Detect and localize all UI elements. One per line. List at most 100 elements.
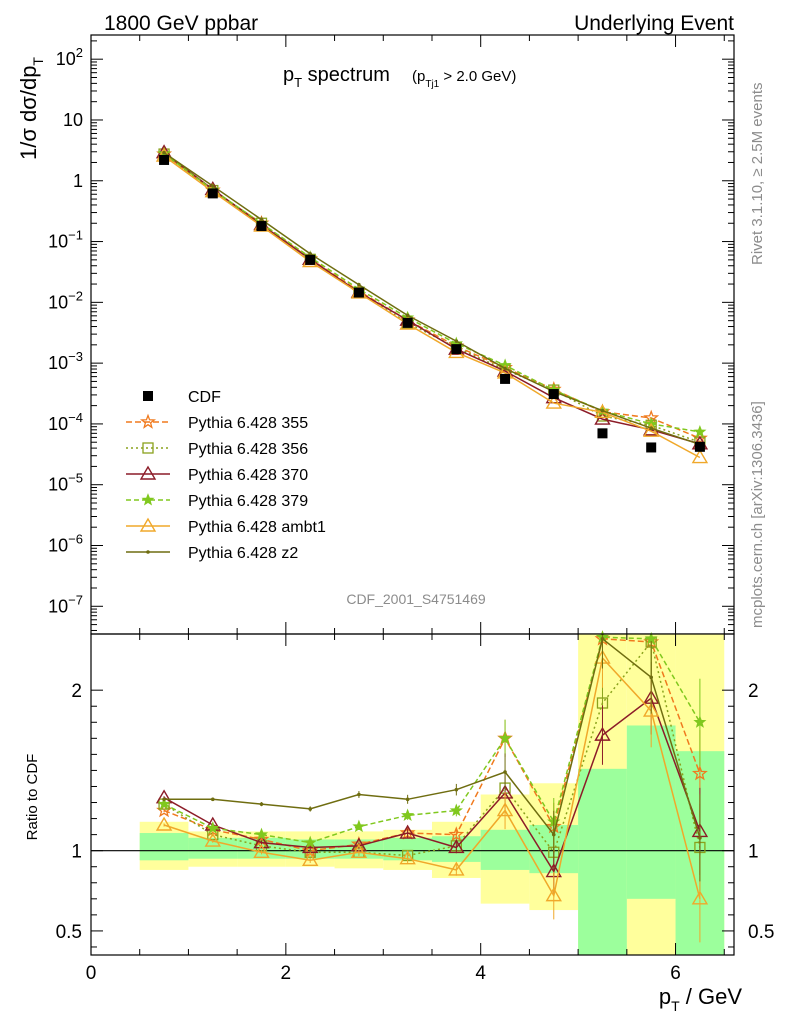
ratio-point-ambt1-4 xyxy=(350,843,368,858)
point-z2-4 xyxy=(357,282,361,287)
analysis-label: CDF_2001_S4751469 xyxy=(346,591,486,607)
ratio-point-z2-2 xyxy=(259,802,264,806)
ratio-frame xyxy=(90,633,735,956)
ratio-point-p370-9 xyxy=(594,726,611,741)
ratio-y-tick-label-right: 2 xyxy=(748,681,759,702)
y-tick-label: 10 xyxy=(63,110,83,130)
legend: CDF Pythia 6.428 355 Pythia 6.428 356 Pythi… xyxy=(126,389,326,562)
point-cdf-2 xyxy=(256,221,267,232)
ratio-point-z2-3 xyxy=(308,807,313,811)
ratio-point-z2-11 xyxy=(698,836,702,840)
point-cdf-4 xyxy=(353,287,364,298)
point-cdf-8 xyxy=(548,389,559,400)
series-line-p355 xyxy=(163,153,701,439)
point-z2-7 xyxy=(503,366,507,371)
ratio-point-p379-5 xyxy=(401,808,415,821)
x-tick-label: 4 xyxy=(475,963,486,984)
legend-label-p355: Pythia 6.428 355 xyxy=(188,415,308,432)
ratio-uncertainty-bands xyxy=(139,634,725,955)
point-ambt1-11 xyxy=(691,449,709,464)
legend-label-p370: Pythia 6.428 370 xyxy=(188,467,308,484)
ratio-plot: 0.5 0.5 1 1 2 2 0 2 4 6 xyxy=(56,630,774,984)
legend-item-p356: Pythia 6.428 356 xyxy=(126,441,308,458)
point-cdf-5 xyxy=(402,317,413,328)
ratio-point-z2-9 xyxy=(600,637,605,641)
ratio-point-p370-6 xyxy=(448,839,465,854)
ratio-y-axis-label: Ratio to CDF xyxy=(24,754,41,841)
series-p370 xyxy=(155,144,709,450)
ratio-series-z2 xyxy=(162,634,702,882)
series-line-p370 xyxy=(163,152,701,445)
point-z2-10 xyxy=(649,426,653,431)
main-plot-cut-label: (pTj1 > 2.0 GeV) xyxy=(412,68,516,90)
point-cdf-0 xyxy=(159,154,170,165)
ratio-point-z2-4 xyxy=(357,792,361,797)
ratio-point-p379-4 xyxy=(352,819,366,833)
ratio-point-ambt1-5 xyxy=(399,850,416,865)
series-p379 xyxy=(157,146,707,438)
ratio-point-p370-2 xyxy=(253,834,270,849)
legend-label-p379: Pythia 6.428 379 xyxy=(188,493,308,510)
ratio-line-p370 xyxy=(163,696,701,874)
y-tick-label: 10−2 xyxy=(48,288,83,312)
main-y-axis: 10−7 10−6 10−5 10−4 10−3 10−2 10−1 1 10 102 xyxy=(48,35,734,634)
legend-item-p355: Pythia 6.428 355 xyxy=(126,413,308,432)
legend-marker-p355 xyxy=(140,413,156,429)
band-inner-10 xyxy=(626,725,676,899)
ratio-point-ambt1-1 xyxy=(204,832,221,847)
point-cdf-9 xyxy=(597,428,608,439)
point-z2-3 xyxy=(308,251,313,256)
point-ambt1-8 xyxy=(545,394,562,409)
band-inner-7 xyxy=(480,829,530,870)
legend-item-p370: Pythia 6.428 370 xyxy=(126,465,308,484)
ratio-point-p379-7 xyxy=(498,731,512,745)
point-p355-11 xyxy=(691,429,708,446)
ratio-point-p355-1 xyxy=(204,821,221,837)
ratio-point-z2-5 xyxy=(405,797,410,802)
ratio-y-tick-label: 0.5 xyxy=(56,922,82,943)
ratio-y-tick-label: 1 xyxy=(71,842,82,863)
x-tick-label: 6 xyxy=(670,963,681,984)
ratio-y-tick-label-right: 1 xyxy=(748,842,759,863)
ratio-point-ambt1-7 xyxy=(496,802,514,817)
legend-label-z2: Pythia 6.428 z2 xyxy=(188,545,298,562)
ratio-line-ambt1 xyxy=(163,656,701,899)
series-line-p356 xyxy=(163,153,701,443)
series-cdf xyxy=(159,154,705,453)
x-tick-label: 2 xyxy=(281,963,292,984)
y-tick-label: 102 xyxy=(56,45,83,69)
ratio-point-z2-8 xyxy=(551,832,556,837)
legend-label-ambt1: Pythia 6.428 ambt1 xyxy=(188,519,326,536)
point-z2-9 xyxy=(600,408,605,413)
point-ambt1-10 xyxy=(642,422,660,437)
ratio-point-p379-0 xyxy=(157,797,171,810)
y-tick-label: 10−4 xyxy=(48,410,83,434)
main-plot: 10−7 10−6 10−5 10−4 10−3 10−2 10−1 1 10 102 xyxy=(48,34,735,635)
y-tick-label: 10−1 xyxy=(48,228,83,252)
point-p379-11 xyxy=(693,425,707,438)
legend-marker-p356 xyxy=(142,442,154,454)
y-tick-label: 10−3 xyxy=(48,349,83,373)
point-cdf-1 xyxy=(207,188,218,199)
point-z2-6 xyxy=(454,339,459,343)
point-cdf-11 xyxy=(694,441,705,452)
ratio-point-p370-5 xyxy=(399,824,416,839)
ratio-point-p379-1 xyxy=(206,821,220,834)
legend-label-cdf: CDF xyxy=(188,389,221,406)
legend-marker-z2 xyxy=(146,550,150,554)
series-p355 xyxy=(156,145,708,446)
ratio-point-z2-6 xyxy=(454,787,459,792)
ratio-point-ambt1-3 xyxy=(301,851,319,867)
legend-marker-p370 xyxy=(139,465,157,480)
point-cdf-10 xyxy=(646,442,657,453)
main-y-axis-label: 1/σ dσ/dpT xyxy=(16,57,46,160)
ratio-y-tick-label: 2 xyxy=(71,681,82,702)
ratio-y-axis: 0.5 0.5 1 1 2 2 xyxy=(56,681,774,948)
y-tick-label: 10−7 xyxy=(48,592,83,616)
ratio-point-ambt1-6 xyxy=(448,861,465,876)
ratio-line-p355 xyxy=(163,638,701,852)
y-tick-label: 10−6 xyxy=(48,531,83,555)
legend-marker-cdf xyxy=(143,391,153,401)
legend-item-z2: Pythia 6.428 z2 xyxy=(126,545,298,562)
